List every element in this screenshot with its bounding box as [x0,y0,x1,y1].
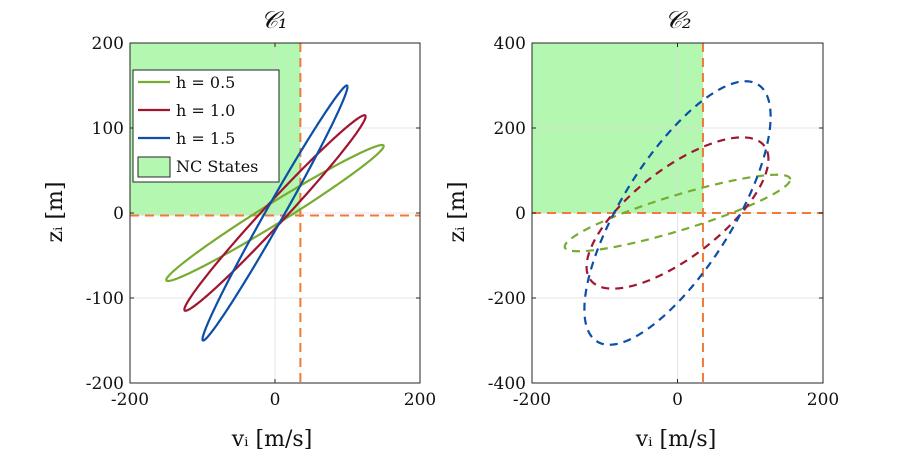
title-c2: 𝒞₂ [664,6,691,34]
ytick-label: 100 [92,119,124,139]
ticks-c1: -200 0 200 -200 -100 0 100 200 [86,34,436,410]
series-h3 [583,80,772,346]
series-h2 [183,114,367,312]
xtick-label: -200 [513,390,551,410]
ytick-label: 200 [92,34,124,54]
threshold-lines-c2 [532,43,823,383]
ytick-label: -400 [488,374,526,394]
ytick-label: -200 [488,289,526,309]
legend-label-nc: NC States [176,157,258,176]
xtick-label: 0 [270,390,281,410]
xtick-label: -200 [111,390,149,410]
series-h2 [585,136,770,290]
legend-label-h15: h = 1.5 [176,129,235,148]
xtick-label: 200 [404,390,436,410]
chart-c1: -200 0 200 -200 -100 0 100 200 𝒞₁ vᵢ [m/s] zᵢ [… [43,6,436,452]
ytick-label: 0 [515,204,526,224]
legend: h = 0.5 h = 1.0 h = 1.5 NC States [132,69,280,183]
title-c1: 𝒞₁ [260,6,287,34]
ylabel-c1: zᵢ [m] [43,181,68,242]
ytick-label: -100 [86,289,124,309]
series-h1 [563,173,792,253]
ylabel-c2: zᵢ [m] [445,181,470,242]
legend-label-h10: h = 1.0 [176,101,235,120]
legend-label-h05: h = 0.5 [176,73,235,92]
ytick-label: 200 [494,119,526,139]
xtick-label: 200 [807,390,839,410]
series-c2 [563,80,792,346]
threshold-lines-c1 [130,43,420,383]
ytick-label: 400 [494,34,526,54]
xlabel-c2: vᵢ [m/s] [635,427,717,452]
series-c1 [165,84,385,342]
ytick-label: -200 [86,374,124,394]
ytick-label: 0 [113,204,124,224]
series-h3 [201,84,349,342]
legend-swatch-nc [137,156,171,178]
xlabel-c1: vᵢ [m/s] [231,427,313,452]
xtick-label: 0 [672,390,683,410]
